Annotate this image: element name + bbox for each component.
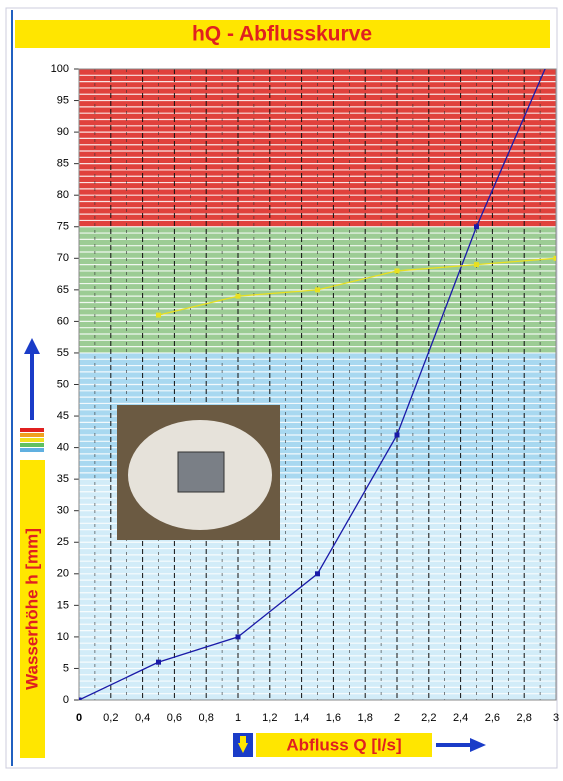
x-tick-label: 3 — [553, 712, 559, 724]
y-tick-label: 70 — [57, 252, 69, 264]
point — [315, 287, 320, 293]
y-tick-label: 25 — [57, 536, 69, 548]
x-tick-label: 2,4 — [453, 712, 468, 724]
point — [235, 634, 241, 640]
plot-frame — [78, 68, 557, 701]
point — [79, 697, 82, 700]
y-tick-label: 55 — [57, 347, 69, 359]
y-tick-label: 90 — [57, 126, 69, 138]
swatch — [20, 443, 44, 447]
swatch — [20, 448, 44, 452]
ylabel-box — [20, 460, 45, 758]
point — [394, 432, 400, 438]
arrow-head — [24, 338, 40, 354]
x-tick-label: 2,6 — [485, 712, 500, 724]
point — [156, 312, 161, 318]
y-tick-label: 80 — [57, 189, 69, 201]
point — [156, 659, 161, 665]
plot: 0 0,2 0,4 0,6 0,8 1 1,2 1,4 1,6 1,8 2 2,2 2,4 2,6 2,8 3… — [51, 63, 559, 724]
x-tick-label: 0,6 — [167, 712, 182, 724]
x-tick-label: 0 — [76, 712, 82, 724]
x-tick-label: 2,8 — [517, 712, 532, 724]
y-tick-label: 50 — [57, 378, 69, 390]
y-tick-label: 100 — [51, 63, 69, 75]
x-axis-label: Abfluss Q [l/s] — [286, 735, 401, 754]
x-tick-label: 0,2 — [103, 712, 118, 724]
title-banner — [15, 20, 550, 48]
point — [394, 268, 400, 274]
series — [156, 255, 556, 318]
swatch — [20, 428, 44, 432]
y-axis-label: Wasserhöhe h [mm] — [22, 528, 41, 690]
x-tick-label: 2,2 — [421, 712, 436, 724]
swatch — [20, 433, 44, 437]
y-tick-label: 35 — [57, 473, 69, 485]
y-tick-label: 85 — [57, 158, 69, 170]
y-tick-label: 15 — [57, 599, 69, 611]
y-tick-label: 75 — [57, 221, 69, 233]
y-tick-label: 65 — [57, 284, 69, 296]
xlabel-box — [256, 733, 432, 757]
y-tick-label: 0 — [63, 694, 69, 706]
point — [235, 293, 241, 299]
point — [315, 571, 320, 577]
point — [474, 224, 479, 230]
down-arrow — [240, 736, 246, 744]
point — [474, 262, 479, 268]
y-tick-label: 5 — [63, 662, 69, 674]
series — [79, 69, 546, 700]
x-tick-label: 1,6 — [326, 712, 341, 724]
x-tick-label: 1,8 — [358, 712, 373, 724]
y-tick-label: 45 — [57, 410, 69, 422]
swatch — [20, 438, 44, 442]
y-tick-label: 20 — [57, 568, 69, 580]
y-tick-label: 60 — [57, 315, 69, 327]
y-tick-label: 40 — [57, 442, 69, 454]
frame — [5, 7, 558, 769]
x-tick-label: 1,2 — [262, 712, 277, 724]
x-tick-label: 2 — [394, 712, 400, 724]
point — [553, 255, 556, 261]
photo-grate — [177, 451, 225, 493]
down-arrow — [238, 743, 248, 753]
y-tick-label: 30 — [57, 505, 69, 517]
arrow-head — [470, 738, 486, 752]
x-tick-label: 1,4 — [294, 712, 309, 724]
chart-title: hQ - Abflusskurve — [192, 23, 372, 46]
y-tick-label: 10 — [57, 631, 69, 643]
x-tick-label: 1 — [235, 712, 241, 724]
x-tick-label: 0,4 — [135, 712, 150, 724]
y-tick-label: 95 — [57, 94, 69, 106]
x-tick-label: 0,8 — [199, 712, 214, 724]
line — [158, 257, 556, 316]
